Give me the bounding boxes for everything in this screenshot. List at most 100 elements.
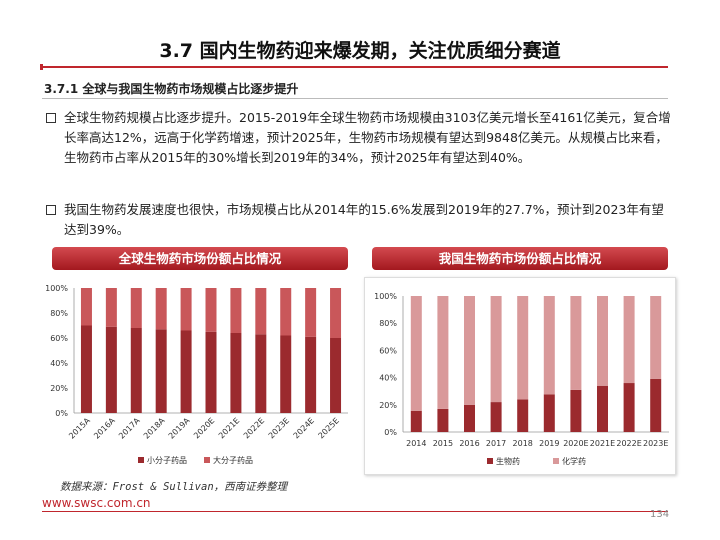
chart-china: 0% 20% 40% 60% 80% 100% 2014 2015 2016 2017 2018 20… <box>364 277 676 475</box>
x-tick-label: 2017A <box>117 416 142 441</box>
website-link[interactable]: www.swsc.com.cn <box>42 496 151 510</box>
bar-segment <box>464 296 475 405</box>
bar-segment <box>517 296 529 400</box>
x-tick-label: 2018 <box>513 439 533 448</box>
bar-segment <box>230 288 242 333</box>
bullet-item: 全球生物药规模占比逐步提升。2015-2019年全球生物药市场规模由3103亿美… <box>46 108 676 168</box>
x-tick-label: 2019A <box>167 416 192 441</box>
legend-label: 生物药 <box>496 456 520 466</box>
bar-segment <box>155 329 167 413</box>
bullet-text: 我国生物药发展速度也很快，市场规模占比从2014年的15.6%发展到2019年的… <box>64 202 664 237</box>
legend-swatch <box>487 458 493 464</box>
x-tick-label: 2016A <box>92 416 117 441</box>
footer-divider <box>42 511 668 512</box>
chart-title-china: 我国生物药市场份额占比情况 <box>372 247 668 270</box>
y-tick-label: 40% <box>50 359 68 368</box>
bar-segment <box>255 288 267 335</box>
bar-segment <box>255 334 267 413</box>
bar-segment <box>180 288 192 331</box>
y-tick-label: 20% <box>379 401 397 410</box>
bar-segment <box>105 326 117 413</box>
y-tick-label: 20% <box>50 384 68 393</box>
bar-segment <box>330 338 342 413</box>
x-tick-label: 2020E <box>192 416 216 440</box>
x-tick-label: 2020E <box>563 439 588 448</box>
bar-segment <box>437 296 449 409</box>
x-tick-label: 2023E <box>643 439 668 448</box>
legend-label: 小分子药品 <box>147 455 187 465</box>
legend-swatch <box>138 457 144 463</box>
x-tick-label: 2021E <box>217 416 241 440</box>
chart-china-svg: 0% 20% 40% 60% 80% 100% 2014 2015 2016 2017 2018 20… <box>374 292 669 466</box>
bar-segment <box>130 328 142 413</box>
page-number: 134 <box>650 509 670 520</box>
x-tick-label: 2023E <box>267 416 291 440</box>
bullet-item: 我国生物药发展速度也很快，市场规模占比从2014年的15.6%发展到2019年的… <box>46 200 676 240</box>
bar-segment <box>570 296 582 390</box>
bar-segment <box>105 288 117 327</box>
section-heading: 3.7.1 全球与我国生物药市场规模占比逐步提升 <box>44 82 299 96</box>
x-tick-label: 2021E <box>590 439 615 448</box>
bar-segment <box>280 288 292 336</box>
legend-label: 大分子药品 <box>213 455 253 465</box>
bar-segment <box>410 296 422 411</box>
x-tick-label: 2024E <box>292 416 316 440</box>
bar-segment <box>305 288 317 337</box>
page-title: 3.7 国内生物药迎来爆发期，关注优质细分赛道 <box>159 40 561 62</box>
bar-segment <box>205 331 217 413</box>
y-tick-label: 0% <box>55 409 68 418</box>
bar-segment <box>155 288 167 330</box>
legend-swatch <box>553 458 559 464</box>
chart-global-svg: 0%20%40%60%80%100%2015A 2016A 2017A 2018A 20… <box>45 284 348 465</box>
x-tick-label: 2015 <box>433 439 453 448</box>
bar-segment <box>597 385 608 432</box>
x-tick-label: 2014 <box>406 439 426 448</box>
y-tick-label: 100% <box>374 292 397 301</box>
bar-segment <box>410 410 422 432</box>
x-tick-label: 2015A <box>67 416 92 441</box>
bar-segment <box>205 288 217 332</box>
bar-segment <box>464 404 475 432</box>
legend-label: 化学药 <box>562 456 586 466</box>
bar-segment <box>280 335 292 413</box>
title-divider <box>40 66 668 68</box>
bar-segment <box>570 389 582 432</box>
bar-segment <box>623 296 635 384</box>
bar-segment <box>180 330 192 413</box>
bar-segment <box>305 336 317 413</box>
bar-segment <box>80 325 92 413</box>
checkbox-bullet-icon <box>46 113 56 123</box>
bar-segment <box>490 296 502 403</box>
data-source: 数据来源：Frost & Sullivan，西南证券整理 <box>60 481 288 493</box>
y-tick-label: 40% <box>379 374 397 383</box>
x-tick-label: 2019 <box>539 439 559 448</box>
chart-title-global: 全球生物药市场份额占比情况 <box>52 247 348 270</box>
bar-segment <box>623 383 635 432</box>
bar-segment <box>130 288 142 328</box>
legend-swatch <box>204 457 210 463</box>
x-tick-label: 2018A <box>142 416 167 441</box>
y-tick-label: 100% <box>45 284 68 293</box>
bar-segment <box>597 296 608 386</box>
bar-segment <box>80 288 92 326</box>
x-tick-label: 2016 <box>459 439 479 448</box>
chart-global: 0% 20% 40% 60% 80% 100% 2015A 2016A 2017A 2018A 20… <box>42 275 354 475</box>
x-tick-label: 2022E <box>616 439 641 448</box>
bar-segment <box>437 408 449 432</box>
y-tick-label: 0% <box>384 428 397 437</box>
bar-segment <box>330 288 342 338</box>
bar-segment <box>650 378 662 432</box>
y-tick-label: 60% <box>50 334 68 343</box>
y-tick-label: 80% <box>379 319 397 328</box>
bar-segment <box>543 394 555 432</box>
y-tick-label: 60% <box>379 346 397 355</box>
bar-segment <box>517 399 529 432</box>
x-tick-label: 2025E <box>317 416 341 440</box>
bar-segment <box>490 402 502 432</box>
bar-segment <box>543 296 555 395</box>
title-accent-mark <box>40 64 43 70</box>
bullet-text: 全球生物药规模占比逐步提升。2015-2019年全球生物药市场规模由3103亿美… <box>64 110 671 165</box>
bar-segment <box>650 296 662 379</box>
y-tick-label: 80% <box>50 309 68 318</box>
section-divider <box>42 98 668 99</box>
